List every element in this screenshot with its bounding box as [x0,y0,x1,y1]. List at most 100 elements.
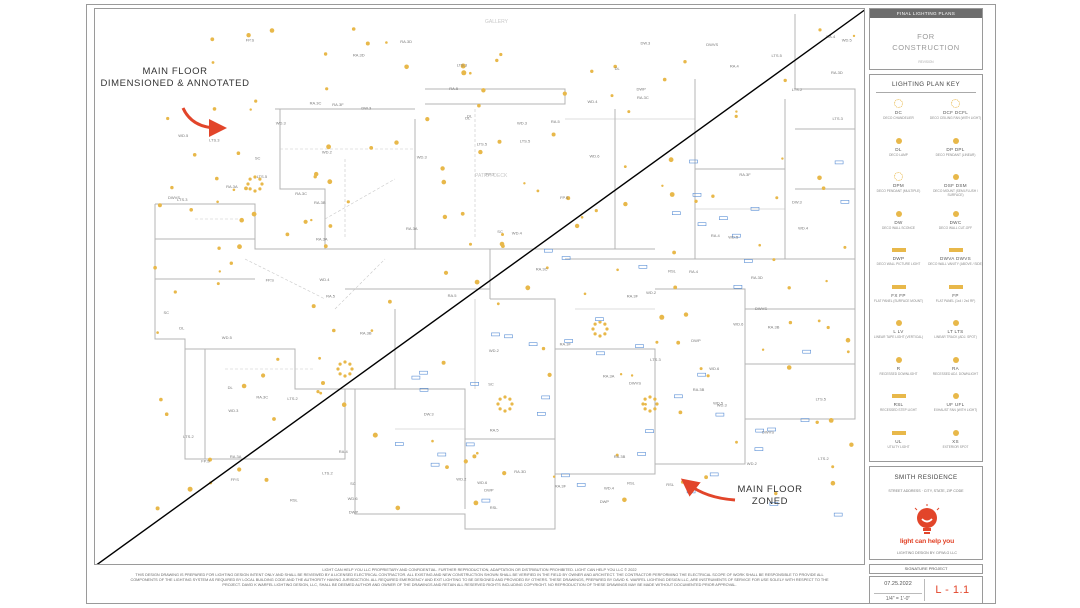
chandelier-dot [338,362,342,366]
plan-tag-label: DL [228,385,234,390]
chandelier-dot [605,327,609,331]
key-item: DWVA DWVS DECO WALL VANITY (ABOVE / SIDE) [927,245,984,266]
key-divider [876,92,976,93]
status-line1: FOR [917,32,935,41]
key-item: R RECESSED DOWNLIGHT [870,355,927,376]
fixture-dot [788,320,793,325]
room-label: GALLERY [485,19,509,25]
zone-tag [686,489,696,494]
key-symbol-icon [870,391,927,402]
fixture-dot [477,103,481,108]
key-item: FP FLAT PANEL (1x4 / 2x4 RF) [927,282,984,303]
plan-tag-label: RA.4 [689,269,699,274]
zone-tag [576,483,586,487]
chandelier-dot [350,367,354,371]
plan-tag-label: SC [497,229,503,234]
fixture-dot [673,285,678,290]
project-info: SMITH RESIDENCE STREET ADDRESS · CITY, S… [869,466,983,560]
chandelier-dot [246,182,250,186]
fixture-dot [481,88,486,93]
chandelier-dot [496,402,500,406]
plan-tag-label: LTS.2 [183,434,194,439]
plan-tag-label: RA.3B [314,200,326,205]
fixture-dot [566,196,571,201]
fixture-dot [388,299,392,304]
key-code: DWC [949,219,962,225]
chandelier-dot [598,320,602,324]
plan-tag-label: SC [164,310,170,315]
chandelier-dot [508,397,512,401]
fixture-dot [758,243,761,247]
plan-tag-label: DWP [600,499,610,504]
zone-tag [543,248,553,253]
fixture-dot [208,457,212,462]
fixture-dot [369,146,374,150]
plan-tag-label: DWVS [755,306,767,311]
chandelier-dot [641,402,645,406]
fixture-dot [541,346,546,351]
plan-tag-label: WD.3 [276,120,287,125]
plan-tag-label: DW.3 [361,106,372,111]
plan-tag-label: WD.4 [604,486,615,491]
chandelier-dot [503,409,507,413]
plan-tag-label: FP.S [266,277,275,282]
key-code: RSL [893,402,904,407]
fixture-dot [237,467,242,472]
fixture-dot [442,214,448,220]
fixture-dot [496,302,500,306]
key-item: DWP DECO WALL PICTURE LIGHT [870,245,927,266]
plan-tag-label: RA.3A [316,236,328,241]
fixture-dot [249,108,252,111]
plan-tag-label: RA.3C [536,267,548,272]
plan-tag-label: RA.3F [332,102,344,107]
chandelier-dot [593,332,597,336]
key-description: UTILITY LIGHT [887,444,910,449]
fixture-dot [159,397,163,402]
fixture-dot [644,403,647,406]
fixture-dot [469,242,472,246]
plan-tag-label: RA.5 [551,119,561,124]
fixture-dot [711,194,715,198]
fixture-dot [699,367,703,371]
plan-tag-label: RA.3D [353,53,365,58]
fixture-dot [213,130,217,134]
fixture-dot [683,60,687,64]
fixture-dot [616,268,619,272]
key-item: XS EXTERIOR SPOT [927,428,984,449]
fixture-dot [787,286,791,290]
fixture-dot [622,497,627,503]
plan-tag-label: DW.3 [484,172,495,177]
fixture-dot [473,500,479,506]
fixture-dot [394,140,399,145]
fixture-dot [615,453,619,457]
fixture-dot [187,486,193,492]
key-description: RECESSED ADJ. DOWNLIGHT [932,371,979,376]
plan-tag-label: RA.3A [406,226,418,231]
fixture-dot [831,465,835,469]
disclaimer-line1: LIGHT CAN HELP YOU LLC PROPRIETARY AND C… [322,568,637,572]
fixture-dot [425,117,430,122]
fixture-dot [156,331,159,334]
fixture-dot [772,258,776,262]
plan-tag-label: DWP [484,487,494,492]
fixture-dot [441,360,446,365]
fixture-dot [523,182,526,185]
fixture-dot [215,176,219,181]
fixture-dot [594,209,598,213]
zone-tag [733,284,743,289]
chandelier-dot [593,322,597,326]
plan-tag-label: RA.3A [603,374,615,379]
zone-tag [719,216,728,220]
fixture-dot [229,261,233,265]
fixture-dot [216,282,220,286]
fixture-dot [192,153,197,157]
fixture-dot [536,189,540,193]
key-symbol-icon [870,428,927,439]
zone-tag [536,411,546,416]
fixture-dot [661,184,664,187]
fixture-dot [440,166,445,171]
fixture-dot [781,157,784,160]
key-item: UL UTILITY LIGHT [870,428,927,449]
floor-plan-svg: RA.3A RA.3B RA.3C RA.3D RA.4 RA.5 RA.3F WD.2 WD.… [96,9,864,564]
fixture-dot [619,373,623,376]
